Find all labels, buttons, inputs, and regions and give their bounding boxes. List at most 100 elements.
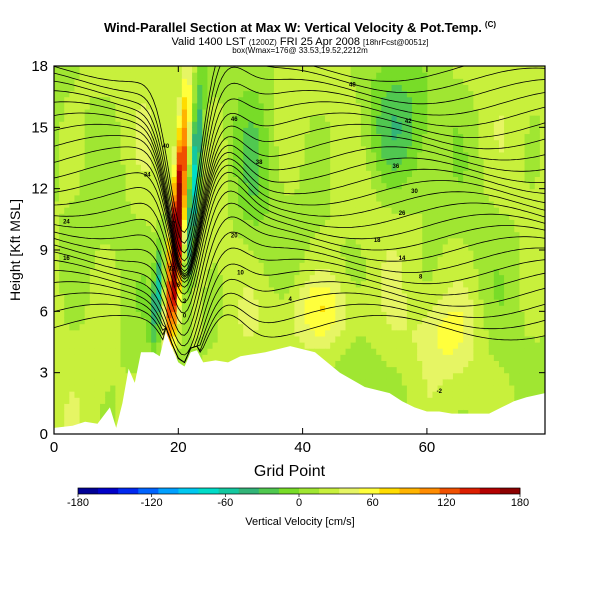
field-cell bbox=[233, 78, 239, 85]
field-cell bbox=[258, 207, 265, 214]
field-cell bbox=[304, 108, 311, 116]
field-cell bbox=[412, 102, 418, 110]
field-cell bbox=[263, 145, 270, 153]
field-cell bbox=[314, 231, 321, 239]
field-cell bbox=[330, 200, 336, 208]
field-cell bbox=[458, 225, 464, 233]
field-cell bbox=[406, 139, 413, 147]
field-cell bbox=[207, 305, 214, 312]
field-cell bbox=[473, 72, 480, 79]
field-cell bbox=[186, 213, 193, 220]
field-cell bbox=[181, 96, 188, 104]
field-cell bbox=[238, 348, 244, 355]
field-cell bbox=[186, 121, 193, 128]
field-cell bbox=[146, 231, 152, 239]
field-cell bbox=[181, 335, 188, 343]
field-cell bbox=[74, 311, 81, 319]
field-cell bbox=[105, 268, 111, 276]
field-cell bbox=[146, 78, 152, 85]
field-cell bbox=[207, 335, 214, 343]
field-cell bbox=[217, 213, 224, 220]
field-cell bbox=[59, 335, 65, 343]
field-cell bbox=[452, 194, 459, 202]
field-cell bbox=[386, 342, 393, 349]
field-cell bbox=[391, 378, 398, 386]
field-cell bbox=[376, 213, 382, 220]
field-cell bbox=[146, 286, 152, 294]
field-cell bbox=[59, 262, 65, 269]
field-cell bbox=[417, 72, 423, 79]
field-cell bbox=[222, 274, 229, 282]
field-cell bbox=[100, 102, 106, 110]
field-cell bbox=[227, 292, 234, 300]
field-cell bbox=[186, 127, 193, 135]
field-cell bbox=[171, 219, 178, 227]
field-cell bbox=[94, 151, 101, 159]
field-cell bbox=[186, 164, 193, 171]
field-cell bbox=[427, 133, 434, 141]
field-cell bbox=[442, 176, 449, 184]
field-cell bbox=[238, 72, 244, 79]
field-cell bbox=[151, 102, 157, 110]
field-cell bbox=[432, 90, 439, 98]
field-cell bbox=[458, 151, 464, 159]
field-cell bbox=[135, 274, 142, 282]
field-cell bbox=[304, 139, 311, 147]
field-cell bbox=[304, 151, 311, 159]
field-cell bbox=[468, 139, 474, 147]
field-cell bbox=[176, 133, 183, 141]
field-cell bbox=[345, 250, 352, 257]
field-cell bbox=[268, 139, 275, 147]
field-cell bbox=[340, 292, 347, 300]
field-cell bbox=[192, 170, 198, 177]
field-cell bbox=[273, 164, 280, 171]
field-cell bbox=[89, 292, 96, 300]
field-cell bbox=[74, 372, 81, 380]
field-cell bbox=[69, 127, 76, 135]
field-cell bbox=[110, 292, 116, 300]
field-cell bbox=[345, 170, 352, 177]
field-cell bbox=[125, 213, 132, 220]
field-cell bbox=[233, 139, 239, 147]
field-cell bbox=[427, 305, 434, 312]
field-cell bbox=[463, 280, 469, 288]
field-cell bbox=[325, 72, 331, 79]
field-cell bbox=[192, 286, 198, 294]
field-cell bbox=[391, 170, 398, 177]
field-cell bbox=[268, 200, 275, 208]
field-cell bbox=[258, 96, 265, 104]
field-cell bbox=[217, 280, 224, 288]
field-cell bbox=[371, 366, 377, 374]
field-cell bbox=[447, 280, 454, 288]
field-cell bbox=[473, 391, 480, 398]
field-cell bbox=[345, 237, 352, 245]
field-cell bbox=[248, 176, 255, 184]
field-cell bbox=[233, 335, 239, 343]
field-cell bbox=[417, 262, 423, 269]
field-cell bbox=[186, 176, 193, 184]
field-cell bbox=[69, 90, 76, 98]
field-cell bbox=[54, 391, 60, 398]
field-cell bbox=[325, 342, 331, 349]
field-cell bbox=[427, 139, 434, 147]
field-cell bbox=[120, 354, 127, 361]
field-cell bbox=[192, 84, 198, 92]
field-cell bbox=[309, 164, 316, 171]
field-cell bbox=[192, 311, 198, 319]
field-cell bbox=[94, 108, 101, 116]
field-cell bbox=[268, 225, 275, 233]
field-cell bbox=[386, 200, 393, 208]
field-cell bbox=[176, 66, 183, 73]
field-cell bbox=[217, 72, 224, 79]
field-cell bbox=[125, 274, 132, 282]
field-cell bbox=[253, 182, 260, 190]
field-cell bbox=[365, 250, 372, 257]
field-cell bbox=[376, 66, 382, 73]
field-cell bbox=[222, 323, 229, 331]
field-cell bbox=[227, 182, 234, 190]
field-cell bbox=[335, 256, 342, 263]
field-cell bbox=[314, 348, 321, 355]
field-cell bbox=[89, 151, 96, 159]
field-cell bbox=[79, 360, 86, 368]
field-cell bbox=[386, 158, 393, 165]
